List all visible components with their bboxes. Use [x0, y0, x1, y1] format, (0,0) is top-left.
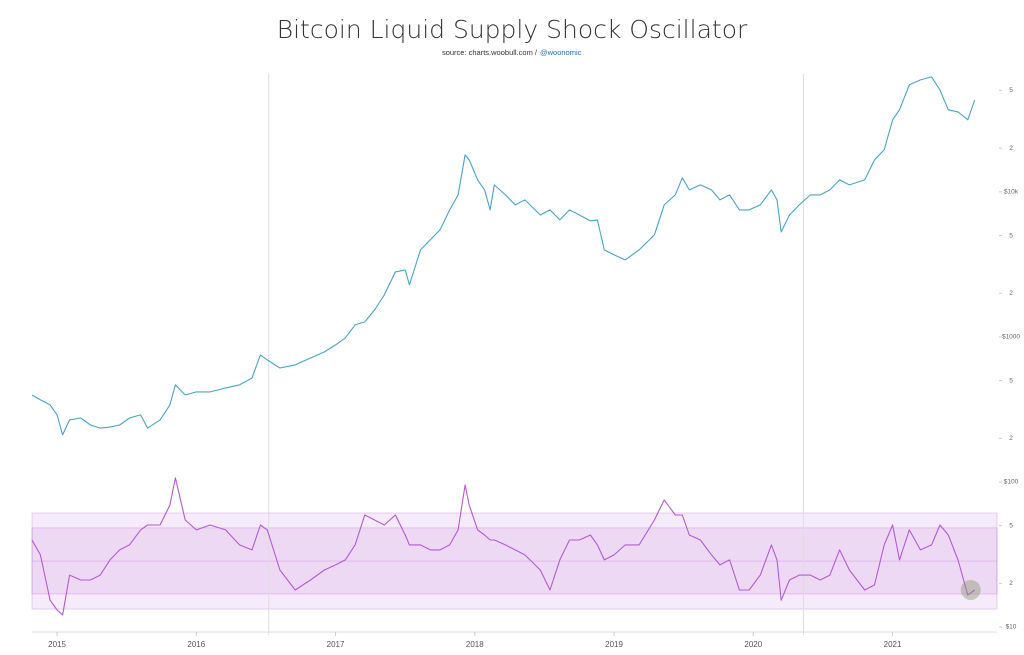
- highlight: [960, 579, 981, 600]
- x-tick-label: 2017: [327, 640, 345, 649]
- line-series: [31, 477, 976, 616]
- y-tick-label: $1000: [1002, 334, 1020, 341]
- y-tick-label: $100: [1004, 479, 1019, 486]
- x-tick-label: 2018: [466, 640, 484, 649]
- y-tick-label: 2: [1009, 145, 1013, 152]
- y-tick-label: $10k: [1004, 189, 1019, 196]
- x-tick-label: 2021: [884, 640, 902, 649]
- y-tick-label: $10: [1006, 624, 1017, 631]
- band: [31, 512, 998, 610]
- y-tick-label: 2: [1009, 435, 1013, 442]
- x-tick-label: 2020: [744, 640, 762, 649]
- y-tick-label: 5: [1009, 232, 1013, 239]
- y-tick-label: 5: [1009, 377, 1013, 384]
- subtitle-link[interactable]: @woonomic: [540, 48, 582, 57]
- y-tick-label: 2: [1009, 290, 1013, 297]
- band: [31, 527, 998, 595]
- x-tick-label: 2019: [605, 640, 623, 649]
- chart-title: Bitcoin Liquid Supply Shock Oscillator: [277, 15, 748, 44]
- y-tick-label: 5: [1009, 522, 1013, 529]
- y-tick-label: 5: [1009, 87, 1013, 94]
- line-series: [31, 76, 976, 436]
- x-tick-label: 2015: [48, 640, 66, 649]
- x-tick-label: 2016: [187, 640, 205, 649]
- y-tick-label: 2: [1009, 580, 1013, 587]
- subtitle: source: charts.woobull.com /: [442, 48, 538, 57]
